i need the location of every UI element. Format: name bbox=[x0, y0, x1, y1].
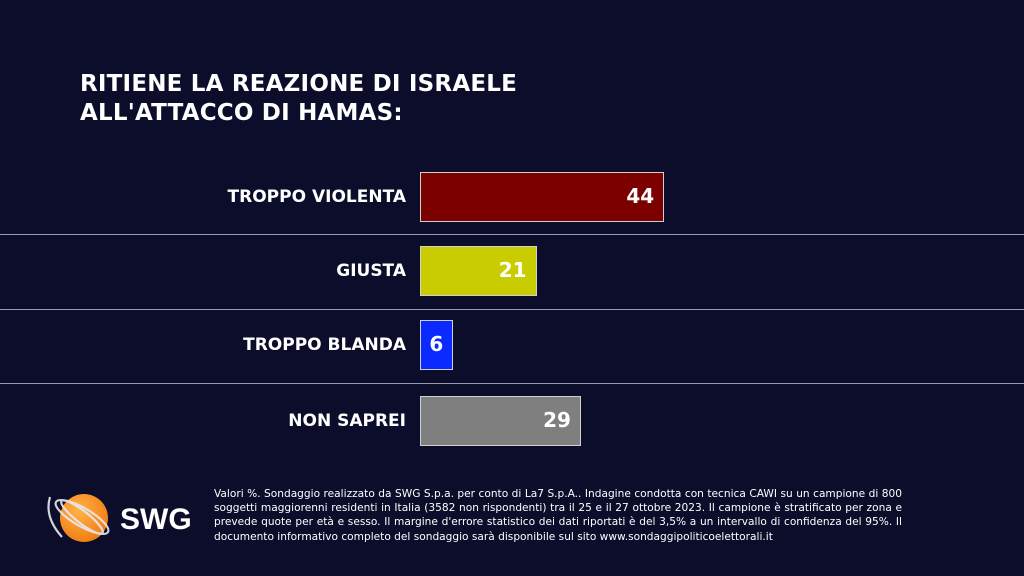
category-label: GIUSTA bbox=[336, 261, 406, 281]
title-line-2: ALL'ATTACCO DI HAMAS: bbox=[80, 100, 403, 126]
title-line-1: RITIENE LA REAZIONE DI ISRAELE bbox=[80, 71, 518, 97]
category-label: TROPPO VIOLENTA bbox=[227, 187, 406, 207]
chart-title: RITIENE LA REAZIONE DI ISRAELE ALL'ATTAC… bbox=[80, 70, 517, 128]
bar-troppo-violenta bbox=[420, 172, 665, 222]
row-divider bbox=[0, 234, 1024, 235]
category-label: NON SAPREI bbox=[288, 411, 406, 431]
row-divider bbox=[0, 309, 1024, 310]
value-label: 6 bbox=[429, 332, 444, 356]
bar-giusta bbox=[420, 246, 537, 296]
swg-logo-globe-icon bbox=[47, 494, 110, 542]
category-label: TROPPO BLANDA bbox=[243, 335, 406, 355]
bar-non-saprei bbox=[420, 396, 581, 446]
methodology-footnote: Valori %. Sondaggio realizzato da SWG S.… bbox=[214, 488, 902, 543]
value-label: 21 bbox=[498, 258, 527, 282]
row-divider bbox=[0, 383, 1024, 384]
swg-logo-text: SWG bbox=[120, 503, 192, 536]
bar-troppo-blanda bbox=[420, 320, 454, 370]
value-label: 44 bbox=[626, 184, 655, 208]
value-label: 29 bbox=[543, 408, 571, 432]
